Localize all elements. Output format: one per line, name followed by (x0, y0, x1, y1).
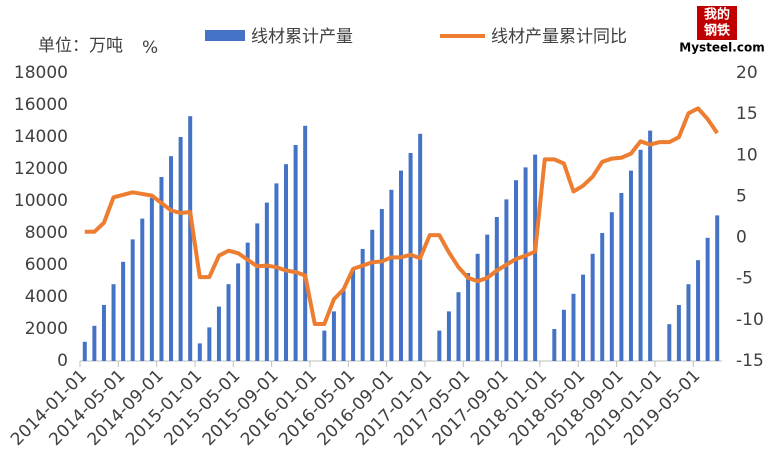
bar (609, 212, 614, 361)
bar (255, 223, 260, 361)
legend-label: 线材累计产量 (251, 27, 353, 47)
bar (676, 305, 681, 361)
bar (667, 324, 672, 361)
y2-axis-unit: % (142, 38, 158, 58)
bar (533, 154, 538, 361)
y-tick-label: 2000 (25, 319, 68, 339)
bar (331, 311, 336, 361)
bar (638, 149, 643, 361)
bar (293, 145, 298, 361)
logo-text: 我的 (704, 7, 730, 23)
bar (581, 274, 586, 361)
bar (92, 325, 97, 361)
bar (523, 167, 528, 361)
bar (159, 177, 164, 361)
y2-tick-label: 15 (736, 104, 758, 124)
bar (82, 341, 87, 361)
bar (600, 233, 605, 361)
logo-text: 钢铁 (704, 23, 730, 39)
bar (408, 153, 413, 361)
legend-swatch (205, 30, 245, 41)
bar (494, 217, 499, 361)
y2-tick-label: 20 (736, 63, 758, 83)
bar (628, 170, 633, 361)
bar (360, 249, 365, 361)
bar (111, 284, 116, 361)
bar (245, 242, 250, 361)
bar (341, 290, 346, 361)
bar (705, 237, 710, 361)
bar (561, 309, 566, 361)
bar (696, 260, 701, 361)
bar (466, 273, 471, 361)
bar (389, 189, 394, 361)
bar (274, 183, 279, 361)
bar (121, 261, 126, 361)
bar (379, 209, 384, 361)
y-tick-label: 16000 (14, 95, 68, 115)
bar (513, 180, 518, 361)
bar (236, 263, 241, 361)
y2-tick-label: 0 (736, 228, 747, 248)
logo-box (697, 6, 737, 40)
bar (504, 199, 509, 361)
y2-tick-label: -10 (736, 310, 764, 330)
bar (284, 164, 289, 361)
bar (552, 329, 557, 361)
bar (140, 218, 145, 361)
bar (475, 253, 480, 361)
bar (303, 125, 308, 361)
bar (188, 116, 193, 361)
bar (197, 343, 202, 361)
bar (485, 234, 490, 361)
bar (619, 193, 624, 361)
y2-tick-label: -15 (736, 351, 764, 371)
y-tick-label: 6000 (25, 255, 68, 275)
y2-tick-label: 10 (736, 145, 758, 165)
bar (456, 292, 461, 361)
y2-tick-label: 5 (736, 186, 747, 206)
bar (149, 197, 154, 361)
bar (418, 133, 423, 361)
bar (399, 170, 403, 361)
bar (351, 269, 356, 361)
bar (590, 253, 595, 361)
y-axis-unit: 单位：万吨 (38, 36, 123, 56)
bar (686, 284, 691, 361)
y-tick-label: 12000 (14, 159, 68, 179)
bar (216, 306, 221, 361)
y-tick-label: 18000 (14, 63, 68, 83)
bar (101, 305, 106, 361)
bar (446, 311, 451, 361)
y-tick-label: 0 (57, 351, 68, 371)
bar (178, 137, 183, 361)
bar (370, 229, 375, 361)
bar (715, 215, 720, 361)
y-tick-label: 8000 (25, 223, 68, 243)
bar (648, 130, 653, 361)
y2-tick-label: -5 (736, 269, 753, 289)
bar (226, 284, 231, 361)
bar (571, 293, 576, 361)
y-tick-label: 14000 (14, 127, 68, 147)
y-tick-label: 4000 (25, 287, 68, 307)
bar (130, 239, 135, 361)
logo-site: Mysteel.com (679, 41, 764, 55)
y-tick-label: 10000 (14, 191, 68, 211)
bar (169, 156, 174, 361)
bar (264, 202, 269, 361)
bar (322, 330, 327, 361)
bar (207, 327, 212, 361)
line (84, 106, 719, 326)
legend-label: 线材产量累计同比 (491, 27, 627, 47)
bar (437, 330, 442, 361)
